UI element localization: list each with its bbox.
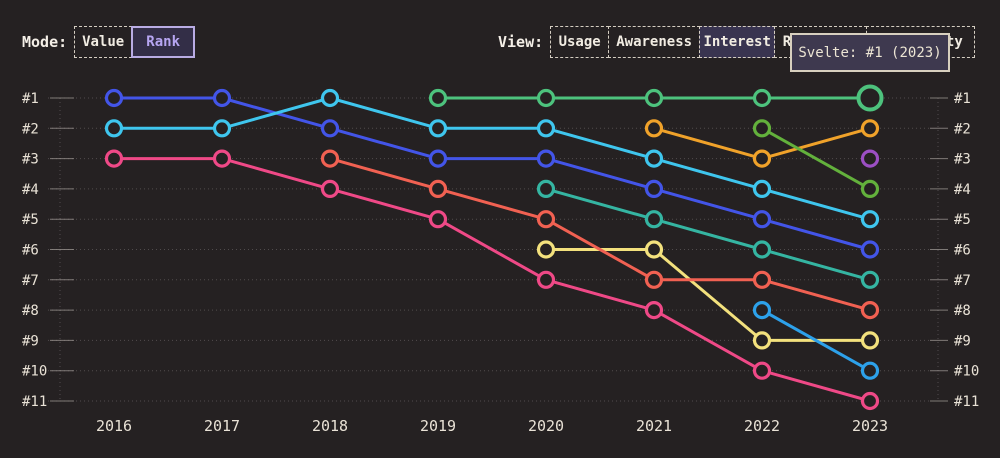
y-axis-label-right: #10 xyxy=(954,364,979,380)
point-yellow-2020[interactable] xyxy=(536,240,556,259)
point-indigo-2016[interactable] xyxy=(104,88,124,108)
point-purple-2023[interactable] xyxy=(860,149,880,168)
point-coral-2020[interactable] xyxy=(536,210,556,229)
series-line-coral xyxy=(328,157,872,312)
view-label: View: xyxy=(498,33,544,51)
point-sky-2023[interactable] xyxy=(860,361,880,380)
point-svelte-2022[interactable] xyxy=(752,88,772,108)
point-cyan-2019[interactable] xyxy=(428,119,448,138)
series-line-lime xyxy=(760,126,872,191)
mode-option-rank[interactable]: Rank xyxy=(131,26,196,58)
point-yellow-2022[interactable] xyxy=(752,331,772,350)
point-magenta-2019[interactable] xyxy=(428,210,448,229)
x-axis-label: 2023 xyxy=(852,417,888,435)
point-magenta-2022[interactable] xyxy=(752,361,772,380)
point-indigo-2019[interactable] xyxy=(428,149,448,168)
point-indigo-2017[interactable] xyxy=(212,88,232,108)
point-cyan-2021[interactable] xyxy=(644,149,664,168)
x-axis-label: 2018 xyxy=(312,417,348,435)
y-axis-label-left: #9 xyxy=(22,333,39,349)
point-teal-2023[interactable] xyxy=(860,270,880,289)
point-cyan-2023[interactable] xyxy=(860,210,880,229)
point-cyan-2017[interactable] xyxy=(212,119,232,138)
point-orange-2023[interactable] xyxy=(860,119,880,138)
view-option-interest[interactable]: Interest xyxy=(699,26,776,58)
x-axis-label: 2020 xyxy=(528,417,564,435)
point-lime-2023[interactable] xyxy=(860,179,880,198)
y-axis-label-left: #7 xyxy=(22,273,39,289)
point-coral-2019[interactable] xyxy=(428,179,448,198)
y-axis-label-left: #11 xyxy=(22,394,47,410)
point-yellow-2023[interactable] xyxy=(860,331,880,350)
point-indigo-2022[interactable] xyxy=(752,210,772,229)
y-axis-label-left: #2 xyxy=(22,121,39,137)
series-line-sky xyxy=(760,308,872,373)
point-coral-2018[interactable] xyxy=(320,149,340,168)
view-option-awareness[interactable]: Awareness xyxy=(608,26,701,58)
point-svelte-2020[interactable] xyxy=(536,88,556,108)
point-svelte-2021[interactable] xyxy=(644,88,664,108)
point-cyan-2022[interactable] xyxy=(752,179,772,198)
point-cyan-2020[interactable] xyxy=(536,119,556,138)
view-option-usage[interactable]: Usage xyxy=(550,26,610,58)
y-axis-label-left: #8 xyxy=(22,303,39,319)
mode-option-value[interactable]: Value xyxy=(74,26,133,58)
y-axis-label-right: #7 xyxy=(954,273,971,289)
y-axis-label-right: #6 xyxy=(954,243,971,259)
point-indigo-2023[interactable] xyxy=(860,240,880,259)
point-magenta-2021[interactable] xyxy=(644,301,664,320)
point-orange-2022[interactable] xyxy=(752,149,772,168)
mode-label: Mode: xyxy=(22,33,68,51)
x-axis-label: 2022 xyxy=(744,417,780,435)
x-axis-label: 2019 xyxy=(420,417,456,435)
point-magenta-2020[interactable] xyxy=(536,270,556,289)
series-line-teal xyxy=(544,187,872,282)
point-cyan-2016[interactable] xyxy=(104,119,124,138)
y-axis-label-left: #6 xyxy=(22,243,39,259)
y-axis-label-right: #4 xyxy=(954,182,971,198)
point-teal-2022[interactable] xyxy=(752,240,772,259)
series-line-magenta xyxy=(112,157,872,403)
point-magenta-2023[interactable] xyxy=(860,391,880,411)
point-indigo-2018[interactable] xyxy=(320,119,340,138)
point-sky-2022[interactable] xyxy=(752,301,772,320)
y-axis-label-right: #11 xyxy=(954,394,979,410)
series-line-cyan xyxy=(112,96,872,221)
point-coral-2021[interactable] xyxy=(644,270,664,289)
point-teal-2021[interactable] xyxy=(644,210,664,229)
y-axis-label-left: #3 xyxy=(22,152,39,168)
y-axis-label-left: #10 xyxy=(22,364,47,380)
y-axis-label-right: #1 xyxy=(954,91,971,107)
point-indigo-2020[interactable] xyxy=(536,149,556,168)
y-axis-label-right: #2 xyxy=(954,121,971,137)
point-orange-2021[interactable] xyxy=(644,119,664,138)
point-magenta-2018[interactable] xyxy=(320,179,340,198)
point-coral-2023[interactable] xyxy=(860,301,880,320)
x-axis-label: 2021 xyxy=(636,417,672,435)
point-lime-2022[interactable] xyxy=(752,119,772,138)
x-axis-label: 2017 xyxy=(204,417,240,435)
y-axis-label-left: #5 xyxy=(22,212,39,228)
series-line-indigo xyxy=(112,96,872,251)
y-axis-label-right: #5 xyxy=(954,212,971,228)
mode-control: Mode: Value Rank xyxy=(22,26,196,58)
y-axis-label-right: #9 xyxy=(954,333,971,349)
x-axis-label: 2016 xyxy=(96,417,132,435)
point-coral-2022[interactable] xyxy=(752,270,772,289)
point-indigo-2021[interactable] xyxy=(644,179,664,198)
point-yellow-2021[interactable] xyxy=(644,240,664,259)
y-axis-label-right: #3 xyxy=(954,152,971,168)
point-teal-2020[interactable] xyxy=(536,179,556,198)
y-axis-label-right: #8 xyxy=(954,303,971,319)
point-svelte-2019[interactable] xyxy=(428,88,448,108)
point-svelte-2023[interactable] xyxy=(856,84,884,112)
hover-tooltip: Svelte: #1 (2023) xyxy=(790,33,950,72)
point-magenta-2016[interactable] xyxy=(104,149,124,168)
y-axis-label-left: #4 xyxy=(22,182,39,198)
point-cyan-2018[interactable] xyxy=(320,88,340,108)
y-axis-label-left: #1 xyxy=(22,91,39,107)
point-magenta-2017[interactable] xyxy=(212,149,232,168)
